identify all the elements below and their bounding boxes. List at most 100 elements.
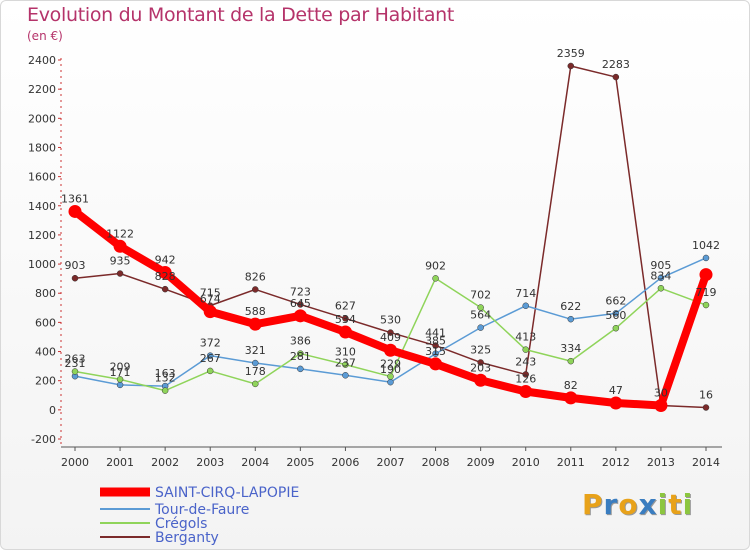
data-point [116, 381, 124, 389]
data-label: 203 [470, 361, 491, 374]
data-point [477, 324, 484, 331]
data-label: 281 [290, 350, 311, 363]
data-label: 267 [200, 352, 221, 365]
data-label: 834 [650, 269, 671, 282]
data-label: 560 [605, 309, 626, 322]
data-label: 715 [200, 287, 221, 300]
logo-letter: x [638, 488, 658, 521]
data-point [161, 285, 169, 293]
data-label: 2283 [602, 58, 630, 71]
data-label: 441 [425, 327, 446, 340]
logo-letter: o [618, 488, 639, 521]
y-tick-label: 2200 [28, 83, 56, 96]
data-label: 702 [470, 289, 491, 302]
data-point [203, 305, 217, 319]
data-point [432, 275, 439, 282]
data-label: 902 [425, 259, 446, 272]
data-label: 190 [380, 363, 401, 376]
data-label: 935 [110, 255, 131, 268]
data-point [477, 359, 484, 366]
data-label: 386 [290, 335, 311, 348]
data-point [702, 254, 710, 262]
data-label: 674 [200, 293, 221, 306]
data-label: 905 [650, 259, 671, 272]
x-tick-label: 2008 [422, 456, 450, 469]
data-point [384, 343, 397, 357]
data-point [522, 302, 529, 310]
data-label: 1042 [692, 239, 720, 252]
data-label: 903 [65, 259, 86, 272]
data-point [68, 204, 82, 218]
data-point [612, 324, 620, 332]
data-point [432, 342, 439, 349]
data-label: 564 [470, 309, 491, 322]
data-label: 132 [155, 372, 176, 385]
data-label: 47 [609, 384, 623, 397]
data-point [612, 73, 620, 81]
data-label: 588 [245, 305, 266, 318]
chart-title: Evolution du Montant de la Dette par Hab… [27, 4, 455, 26]
x-tick-label: 2005 [286, 456, 314, 469]
data-point [564, 391, 578, 405]
data-point [297, 350, 304, 357]
y-tick-label: 200 [35, 375, 56, 388]
y-tick-label: 1200 [28, 229, 56, 242]
data-label: 534 [335, 313, 356, 326]
data-label: 385 [425, 335, 446, 348]
data-label: 714 [515, 287, 536, 300]
x-tick-label: 2014 [692, 456, 720, 469]
x-tick-label: 2009 [467, 456, 495, 469]
x-tick-label: 2011 [557, 456, 585, 469]
data-label: 645 [290, 297, 311, 310]
logo-letter: i [657, 488, 669, 521]
data-point [342, 315, 349, 322]
data-point [297, 365, 304, 373]
data-point [477, 304, 484, 311]
data-point [429, 357, 443, 371]
data-label: 1361 [61, 192, 89, 205]
data-point [519, 384, 533, 398]
data-point [71, 368, 79, 375]
data-point [387, 378, 394, 386]
data-point [297, 301, 304, 308]
x-tick-label: 2004 [241, 456, 269, 469]
data-point [474, 373, 488, 387]
data-point [113, 239, 127, 253]
data-label: 334 [560, 342, 581, 355]
data-label: 229 [380, 357, 401, 370]
data-point [116, 376, 124, 383]
data-label: 315 [425, 345, 446, 358]
x-tick-label: 2012 [602, 456, 630, 469]
y-tick-label: 0 [49, 404, 56, 417]
data-label: 82 [564, 379, 578, 392]
data-point [248, 317, 262, 331]
data-label: 209 [110, 360, 131, 373]
data-point [654, 398, 668, 412]
data-label: 178 [245, 365, 266, 378]
data-point [657, 274, 665, 282]
data-point [702, 404, 710, 411]
y-tick-label: -200 [31, 433, 56, 446]
data-point [702, 301, 710, 309]
x-tick-label: 2010 [512, 456, 540, 469]
data-label: 942 [155, 254, 176, 267]
data-point [342, 361, 349, 368]
data-label: 828 [155, 270, 176, 283]
y-tick-label: 600 [35, 316, 56, 329]
legend-label: SAINT-CIRQ-LAPOPIE [155, 485, 299, 501]
legend-label: Berganty [155, 530, 219, 546]
data-point [522, 346, 529, 353]
x-tick-label: 2013 [647, 456, 675, 469]
data-point [206, 352, 214, 359]
y-tick-label: 1000 [28, 258, 56, 271]
y-tick-label: 1800 [28, 141, 56, 154]
data-point [293, 309, 307, 323]
data-label: 622 [560, 300, 581, 313]
data-label: 719 [696, 286, 717, 299]
data-point [567, 62, 575, 70]
data-point [252, 359, 259, 367]
x-tick-label: 2006 [331, 456, 359, 469]
data-label: 1122 [106, 227, 134, 240]
data-point [567, 315, 575, 323]
data-label: 171 [110, 366, 131, 379]
